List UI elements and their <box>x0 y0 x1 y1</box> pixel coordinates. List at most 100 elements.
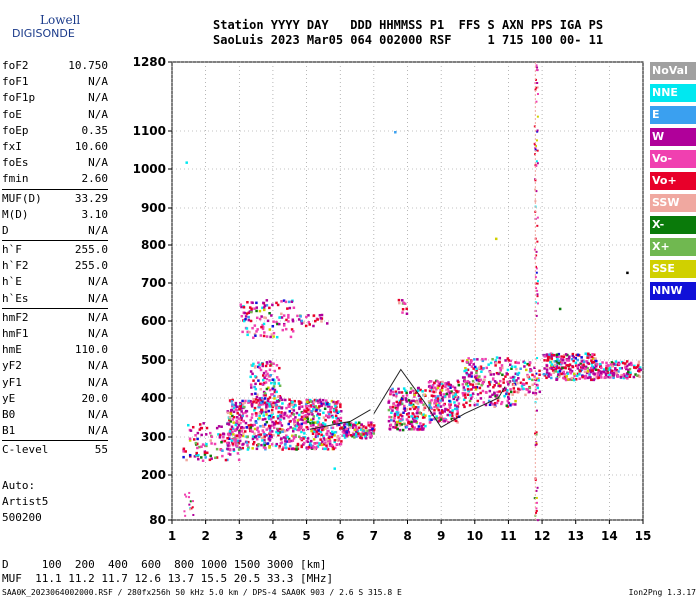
echo-point <box>261 327 265 331</box>
echo-point <box>306 400 309 404</box>
echo-point <box>303 432 306 435</box>
echo-point <box>455 407 459 410</box>
echo-point <box>372 428 376 432</box>
echo-point <box>228 437 231 441</box>
echo-point <box>267 416 271 419</box>
echo-point <box>418 411 422 414</box>
echo-point <box>446 413 450 417</box>
echo-point <box>588 373 591 376</box>
echo-point <box>411 389 415 393</box>
trace-line <box>373 368 506 428</box>
echo-point <box>241 446 245 450</box>
echo-point <box>451 385 455 388</box>
echo-point <box>288 420 292 423</box>
echo-point-sparse <box>536 289 539 292</box>
echo-point <box>448 391 452 395</box>
echo-point <box>497 384 500 388</box>
parameter-panel: foF2 10.750 foF1 N/A foF1p N/A foE N/A foEp 0.35 f… <box>2 58 108 459</box>
echo-point <box>552 353 556 357</box>
echo-point <box>473 403 477 407</box>
echo-point <box>450 417 453 421</box>
echo-point <box>201 459 205 462</box>
echo-point <box>239 404 242 408</box>
echo-point <box>451 411 454 414</box>
echo-point <box>224 458 228 462</box>
isolated-echo <box>558 307 562 311</box>
echo-point <box>364 436 368 440</box>
echo-point <box>264 394 267 397</box>
echo-point <box>428 404 431 407</box>
echo-point <box>596 373 600 377</box>
echo-point <box>446 382 449 386</box>
echo-point <box>251 301 254 305</box>
echo-point <box>266 362 269 365</box>
echo-point-sparse <box>185 495 188 498</box>
echo-point-sparse <box>535 507 538 510</box>
echo-point <box>357 421 361 424</box>
echo-point-sparse <box>534 188 537 191</box>
echo-point <box>182 450 185 453</box>
echo-point <box>198 428 202 431</box>
echo-point-sparse <box>535 372 538 375</box>
echo-point <box>296 442 300 446</box>
echo-point <box>389 389 393 392</box>
echo-point <box>300 445 303 449</box>
echo-point <box>268 360 272 363</box>
echo-point <box>555 353 559 357</box>
echo-point <box>474 386 477 389</box>
echo-point <box>589 376 592 379</box>
echo-point <box>276 421 279 425</box>
echo-point <box>198 423 202 426</box>
echo-point <box>498 384 502 388</box>
echo-point <box>514 399 517 403</box>
echo-point <box>259 334 263 337</box>
echo-point <box>416 427 420 431</box>
echo-point <box>433 386 437 390</box>
echo-point <box>339 405 342 409</box>
param-value: N/A <box>88 107 108 121</box>
echo-point <box>444 407 447 411</box>
echo-point <box>367 424 370 427</box>
echo-point <box>271 392 275 396</box>
echo-point <box>424 404 427 408</box>
echo-point <box>194 434 197 437</box>
echo-point <box>494 359 498 362</box>
echo-point <box>272 362 275 366</box>
echo-point <box>393 412 397 416</box>
echo-point <box>489 370 492 374</box>
echo-point <box>553 363 557 367</box>
echo-point <box>352 423 355 427</box>
echo-point <box>260 325 263 329</box>
echo-point <box>292 435 295 438</box>
echo-point <box>524 393 527 397</box>
param-row: foF1p N/A <box>2 90 108 106</box>
echo-point <box>453 386 457 390</box>
echo-point <box>245 327 249 330</box>
echo-point <box>228 453 232 456</box>
echo-point-sparse <box>536 216 539 219</box>
echo-point <box>241 434 245 438</box>
echo-point <box>491 377 495 380</box>
echo-point <box>270 433 274 437</box>
echo-point <box>264 381 268 384</box>
echo-point <box>336 435 340 439</box>
echo-point <box>400 414 404 418</box>
echo-point <box>339 409 343 413</box>
echo-point <box>278 420 282 424</box>
echo-point <box>275 390 278 394</box>
echo-point <box>604 372 608 376</box>
echo-point <box>522 387 525 391</box>
echo-point <box>305 315 308 319</box>
echo-point <box>442 403 446 407</box>
echo-point <box>250 405 254 408</box>
echo-point <box>403 422 406 426</box>
echo-point <box>423 415 426 419</box>
echo-point <box>237 423 241 427</box>
echo-point <box>268 434 272 438</box>
echo-point <box>505 372 508 375</box>
echo-point <box>278 427 282 431</box>
echo-point <box>439 405 443 408</box>
echo-point <box>255 421 258 425</box>
echo-point <box>344 430 347 433</box>
echo-point <box>293 420 296 423</box>
